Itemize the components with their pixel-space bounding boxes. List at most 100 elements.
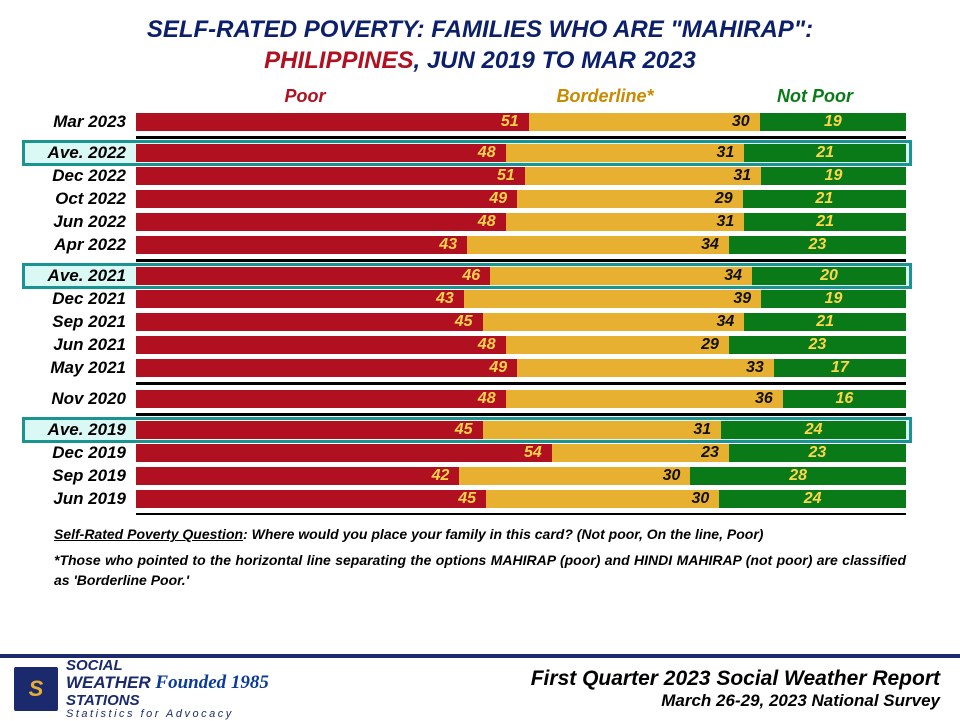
bar-row: Dec 2022513119 (16, 165, 906, 187)
logo-mark-icon: S (14, 667, 58, 711)
row-label: Ave. 2022 (16, 143, 136, 163)
title-line2-rest: , JUN 2019 TO MAR 2023 (414, 47, 696, 74)
poor-segment: 48 (136, 213, 506, 231)
notpoor-segment: 19 (761, 167, 906, 185)
borderline-segment: 30 (529, 113, 760, 131)
row-label: Dec 2022 (16, 166, 136, 186)
bar-row: Oct 2022492921 (16, 188, 906, 210)
borderline-segment: 30 (459, 467, 690, 485)
bar-row: Dec 2021433919 (16, 288, 906, 310)
notpoor-segment: 19 (760, 113, 906, 131)
bar-row: Ave. 2021463420 (16, 265, 906, 287)
footer-right: First Quarter 2023 Social Weather Report… (531, 667, 940, 711)
poor-segment: 43 (136, 236, 467, 254)
bar-group: Ave. 2022483121Dec 2022513119Oct 2022492… (16, 142, 906, 256)
row-label: Nov 2020 (16, 389, 136, 409)
stacked-bar-chart: Mar 2023513019Ave. 2022483121Dec 2022513… (0, 111, 960, 515)
notpoor-segment: 23 (729, 444, 906, 462)
poor-segment: 42 (136, 467, 459, 485)
bar-wrap: 463420 (136, 267, 906, 285)
bar-row: Ave. 2019453124 (16, 419, 906, 441)
group-divider (136, 136, 906, 139)
bar-wrap: 513019 (136, 113, 906, 131)
group-divider (136, 259, 906, 262)
footnotes: Self-Rated Poverty Question: Where would… (0, 515, 960, 590)
notpoor-segment: 19 (761, 290, 906, 308)
bar-wrap: 433919 (136, 290, 906, 308)
poor-segment: 48 (136, 336, 506, 354)
legend-notpoor: Not Poor (730, 86, 900, 107)
title-line2-accent: PHILIPPINES (264, 47, 413, 74)
chart-title: SELF-RATED POVERTY: FAMILIES WHO ARE "MA… (0, 0, 960, 76)
legend: Poor Borderline* Not Poor (0, 86, 960, 107)
notpoor-segment: 23 (729, 336, 906, 354)
row-label: Sep 2021 (16, 312, 136, 332)
borderline-segment: 29 (506, 336, 729, 354)
logo-line1: SOCIAL (66, 658, 269, 674)
bar-wrap: 483616 (136, 390, 906, 408)
logo-line2b: Founded 1985 (155, 672, 269, 693)
bar-wrap: 542323 (136, 444, 906, 462)
bar-wrap: 493317 (136, 359, 906, 377)
row-label: Ave. 2021 (16, 266, 136, 286)
borderline-segment: 31 (483, 421, 722, 439)
bar-group: Mar 2023513019 (16, 111, 906, 133)
notpoor-segment: 23 (729, 236, 906, 254)
bar-wrap: 453024 (136, 490, 906, 508)
poor-segment: 54 (136, 444, 552, 462)
borderline-segment: 23 (552, 444, 729, 462)
bar-row: Nov 2020483616 (16, 388, 906, 410)
bar-wrap: 483121 (136, 213, 906, 231)
row-label: Oct 2022 (16, 189, 136, 209)
borderline-segment: 31 (525, 167, 761, 185)
logo-line3: Statistics for Advocacy (66, 709, 269, 721)
group-divider (136, 382, 906, 385)
row-label: Jun 2019 (16, 489, 136, 509)
notpoor-segment: 24 (719, 490, 906, 508)
bar-row: May 2021493317 (16, 357, 906, 379)
bar-row: Sep 2021453421 (16, 311, 906, 333)
poor-segment: 45 (136, 421, 483, 439)
notpoor-segment: 21 (743, 190, 906, 208)
poor-segment: 51 (136, 167, 525, 185)
bar-row: Dec 2019542323 (16, 442, 906, 464)
notpoor-segment: 16 (783, 390, 906, 408)
row-label: Sep 2019 (16, 466, 136, 486)
poor-segment: 46 (136, 267, 490, 285)
borderline-segment: 36 (506, 390, 783, 408)
logo-text: SOCIAL WEATHER Founded 1985 STATIONS Sta… (66, 658, 269, 721)
borderline-segment: 34 (483, 313, 745, 331)
poor-segment: 51 (136, 113, 529, 131)
bar-wrap: 453124 (136, 421, 906, 439)
notpoor-segment: 20 (752, 267, 906, 285)
notpoor-segment: 21 (744, 313, 906, 331)
borderline-segment: 31 (506, 213, 745, 231)
bar-wrap: 492921 (136, 190, 906, 208)
bar-row: Jun 2019453024 (16, 488, 906, 510)
group-divider (136, 413, 906, 416)
row-label: Jun 2021 (16, 335, 136, 355)
row-label: Dec 2021 (16, 289, 136, 309)
notpoor-segment: 21 (744, 213, 906, 231)
poor-segment: 49 (136, 190, 517, 208)
row-label: May 2021 (16, 358, 136, 378)
bar-group: Ave. 2019453124Dec 2019542323Sep 2019423… (16, 419, 906, 510)
row-label: Apr 2022 (16, 235, 136, 255)
poor-segment: 48 (136, 390, 506, 408)
bar-wrap: 483121 (136, 144, 906, 162)
logo-line2a: WEATHER (66, 673, 151, 692)
bar-wrap: 433423 (136, 236, 906, 254)
report-title: First Quarter 2023 Social Weather Report (531, 667, 940, 691)
notpoor-segment: 21 (744, 144, 906, 162)
borderline-segment: 30 (486, 490, 719, 508)
bar-group: Ave. 2021463420Dec 2021433919Sep 2021453… (16, 265, 906, 379)
bar-wrap: 513119 (136, 167, 906, 185)
survey-dates: March 26-29, 2023 National Survey (531, 691, 940, 711)
bar-row: Apr 2022433423 (16, 234, 906, 256)
row-label: Jun 2022 (16, 212, 136, 232)
sws-logo: S SOCIAL WEATHER Founded 1985 STATIONS S… (14, 658, 269, 721)
borderline-segment: 34 (467, 236, 729, 254)
bar-wrap: 423028 (136, 467, 906, 485)
borderline-segment: 39 (464, 290, 761, 308)
title-line1: SELF-RATED POVERTY: FAMILIES WHO ARE "MA… (147, 16, 813, 43)
